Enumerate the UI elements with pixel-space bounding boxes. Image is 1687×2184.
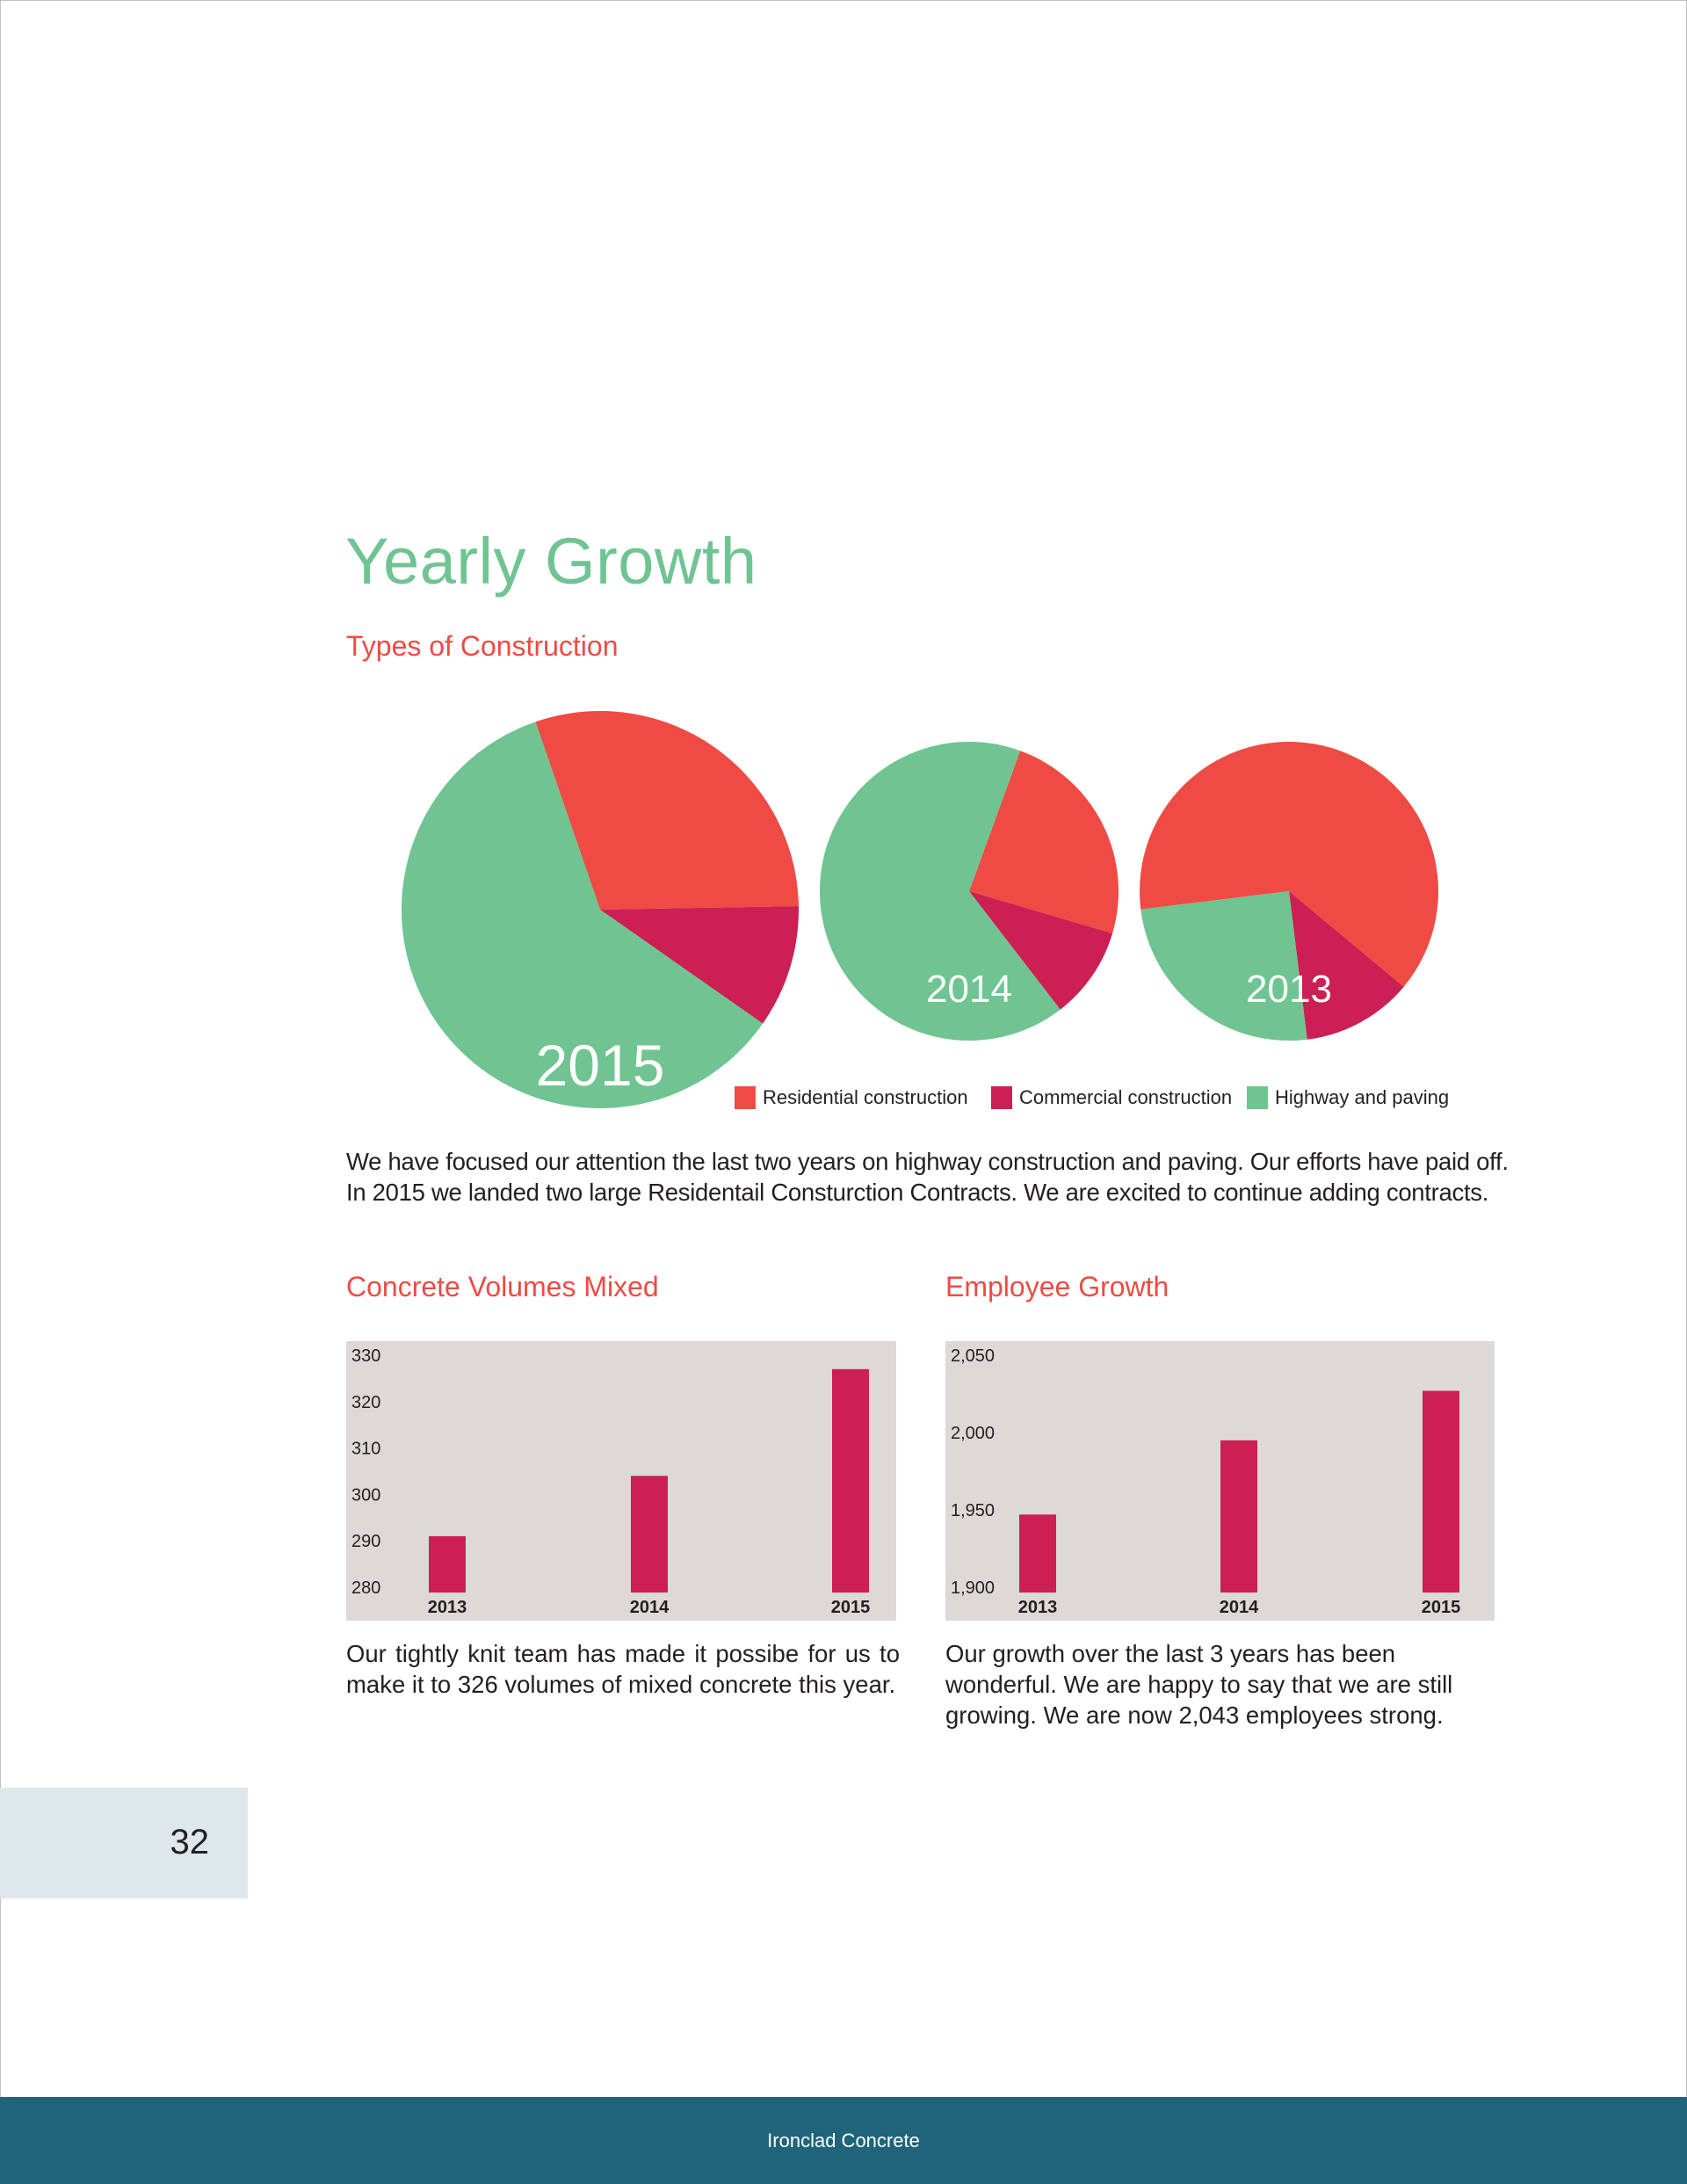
pie-2013-slice-highway (1140, 891, 1307, 1041)
bar-2013 (1019, 1514, 1056, 1593)
concrete-volumes-bar-chart: 330 320 310 300 290 280 2013 2014 2015 (346, 1341, 896, 1621)
footer-company-name: Ironclad Concrete (767, 2130, 920, 2151)
pie-2015-label: 2015 (536, 1033, 665, 1098)
y-tick-label: 1,950 (951, 1501, 995, 1520)
employee-growth-bar-chart: 2,050 2,000 1,950 1,900 2013 2014 2015 (945, 1341, 1495, 1621)
pie-2015-slice-residential (535, 711, 799, 910)
footer-bar: Ironclad Concrete (0, 2097, 1687, 2184)
legend-label-commercial: Commercial construction (1019, 1086, 1233, 1108)
y-tick-label: 2,000 (951, 1424, 995, 1443)
pie-2014-slice-highway (820, 742, 1061, 1041)
pie-2014: 2014 (820, 742, 1119, 1041)
y-tick-label: 290 (351, 1532, 380, 1551)
construction-pie-charts: 2015 2014 2013 (402, 711, 1438, 1108)
y-tick-label: 330 (351, 1346, 380, 1366)
y-tick-label: 300 (351, 1485, 380, 1505)
x-tick-label-2013: 2013 (428, 1598, 467, 1617)
pie-2015: 2015 (402, 711, 799, 1108)
legend-swatch-commercial (991, 1086, 1012, 1109)
bar-2014 (1220, 1440, 1257, 1593)
bar-2015 (1423, 1390, 1459, 1593)
x-tick-label-2014: 2014 (630, 1598, 670, 1617)
page-number: 32 (170, 1823, 210, 1861)
construction-summary-paragraph: We have focused our attention the last t… (346, 1146, 1509, 1208)
page-title: Yearly Growth (345, 525, 757, 598)
y-tick-label: 320 (351, 1393, 380, 1412)
legend-swatch-highway (1247, 1086, 1268, 1109)
legend-commercial: Commercial construction (991, 1085, 1232, 1111)
x-tick-label-2015: 2015 (1422, 1598, 1461, 1617)
types-of-construction-heading: Types of Construction (346, 630, 619, 662)
pie-2014-slice-commercial (969, 891, 1113, 1010)
legend-label-highway: Highway and paving (1275, 1086, 1450, 1108)
x-tick-label-2013: 2013 (1018, 1598, 1058, 1617)
bar-2015 (832, 1368, 869, 1593)
legend-swatch-residential (735, 1086, 756, 1109)
y-tick-label: 280 (351, 1578, 380, 1598)
legend-label-residential: Residential construction (763, 1086, 968, 1108)
legend-highway: Highway and paving (1247, 1085, 1449, 1111)
pie-2013-slice-commercial (1289, 891, 1404, 1040)
employee-growth-paragraph: Our growth over the last 3 years has bee… (945, 1640, 1453, 1729)
pie-2013: 2013 (1140, 741, 1438, 1041)
concrete-volumes-paragraph: Our tightly knit team has made it possib… (346, 1640, 900, 1698)
pie-2015-slice-commercial (600, 906, 799, 1024)
pie-2013-label: 2013 (1246, 968, 1332, 1011)
legend-residential: Residential construction (735, 1085, 968, 1111)
page-number-box: 32 (0, 1788, 248, 1898)
y-tick-label: 310 (351, 1440, 380, 1459)
construction-summary-line-2: In 2015 we landed two large Residentail … (346, 1179, 1489, 1206)
concrete-volumes-heading: Concrete Volumes Mixed (346, 1271, 659, 1302)
pie-2014-slice-residential (969, 751, 1119, 933)
construction-summary-line-1: We have focused our attention the last t… (346, 1148, 1509, 1175)
pie-2013-slice-residential (1140, 741, 1438, 987)
pie-2015-slice-highway (402, 722, 764, 1108)
employee-growth-heading: Employee Growth (945, 1271, 1169, 1302)
y-tick-label: 1,900 (951, 1578, 995, 1598)
bar-2014 (631, 1476, 668, 1593)
bar-2013 (429, 1535, 466, 1593)
pie-2014-label: 2014 (926, 968, 1012, 1011)
x-tick-label-2015: 2015 (831, 1598, 871, 1617)
y-tick-label: 2,050 (951, 1346, 995, 1366)
x-tick-label-2014: 2014 (1220, 1598, 1259, 1617)
